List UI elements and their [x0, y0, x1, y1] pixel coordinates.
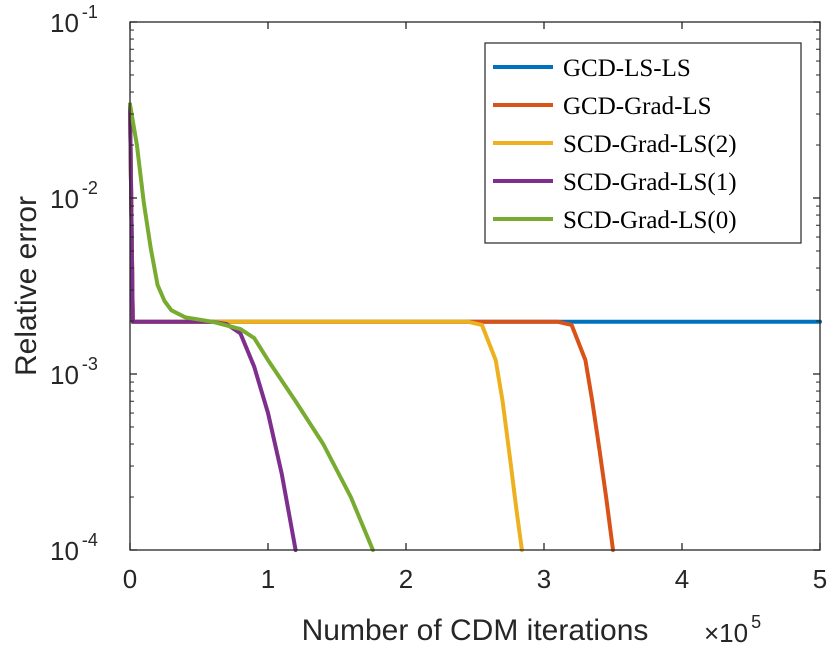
- legend-label-3: SCD-Grad-LS(1): [563, 169, 737, 196]
- legend: GCD-LS-LS GCD-Grad-LS SCD-Grad-LS(2) SCD-Gr…: [484, 42, 802, 244]
- y-axis-label: Relative error: [10, 196, 43, 376]
- x-tick-label-4: 4: [675, 564, 689, 594]
- y-tick-label-3: 10 -4: [50, 530, 98, 566]
- x-tick-label-2: 2: [399, 564, 413, 594]
- series-layer: [128, 102, 822, 552]
- series-line-2: [128, 102, 524, 552]
- x-axis-label: Number of CDM iterations: [302, 614, 649, 647]
- y-tick-label-0: 10 -1: [50, 2, 98, 38]
- legend-label-0: GCD-LS-LS: [563, 55, 691, 82]
- y-tick-label-base-1: 10: [50, 184, 79, 214]
- series-line-3: [128, 102, 298, 552]
- legend-label-1: GCD-Grad-LS: [563, 93, 712, 120]
- y-tick-label-2: 10 -3: [50, 354, 98, 390]
- y-tick-label-base-2: 10: [50, 360, 79, 390]
- x-tick-label-3: 3: [537, 564, 551, 594]
- y-tick-label-base-3: 10: [50, 536, 79, 566]
- x-multiplier-exponent: 5: [751, 612, 761, 632]
- x-tick-label-0: 0: [123, 564, 137, 594]
- axes-box: [129, 21, 821, 551]
- x-tick-label-1: 1: [261, 564, 275, 594]
- x-multiplier: ×10 5: [704, 612, 761, 648]
- y-tick-label-1: 10 -2: [50, 178, 98, 214]
- x-multiplier-base: ×10: [704, 618, 748, 648]
- legend-label-4: SCD-Grad-LS(0): [563, 207, 737, 234]
- y-tick-label-exponent-1: -2: [82, 178, 98, 198]
- series-line-4: [128, 102, 375, 552]
- y-tick-label-exponent-0: -1: [82, 2, 98, 22]
- y-tick-label-base-0: 10: [50, 8, 79, 38]
- axes-layer: 0 1 2 3 4 510-110-210-310-4: [50, 2, 827, 594]
- x-tick-label-5: 5: [813, 564, 827, 594]
- legend-label-2: SCD-Grad-LS(2): [563, 131, 737, 158]
- y-tick-label-exponent-3: -4: [82, 530, 98, 550]
- y-tick-label-exponent-2: -3: [82, 354, 98, 374]
